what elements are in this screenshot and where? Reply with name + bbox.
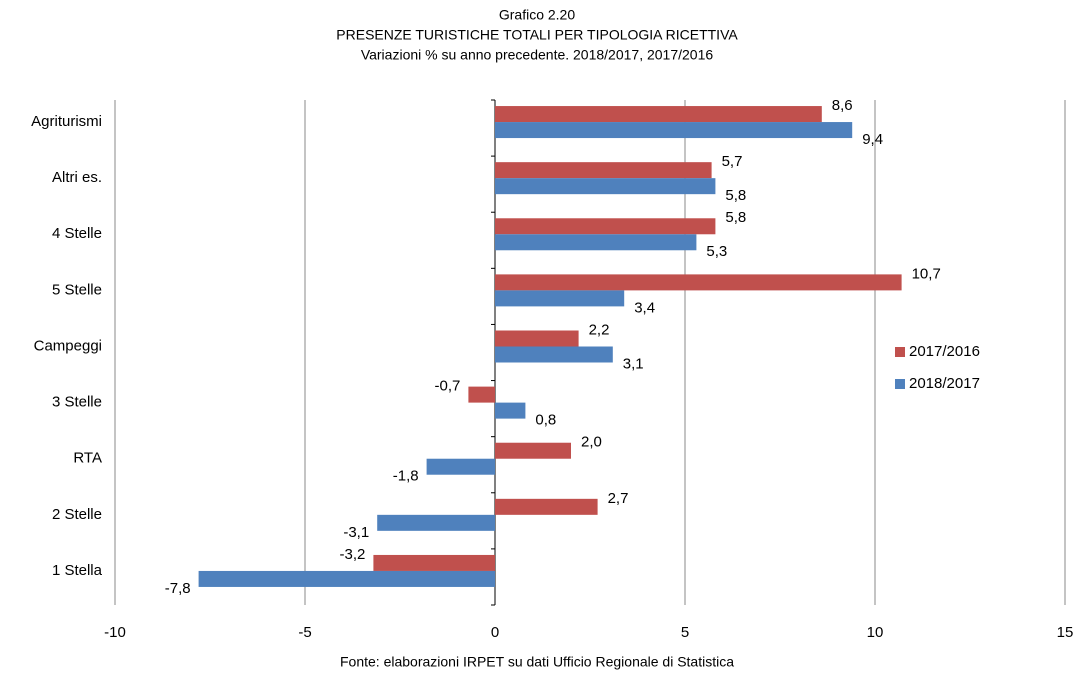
bar	[426, 458, 495, 475]
x-tick-label: -5	[298, 624, 311, 641]
data-label: 5,8	[725, 187, 746, 204]
source-note: Fonte: elaborazioni IRPET su dati Uffici…	[340, 654, 734, 670]
legend-swatch	[895, 347, 905, 357]
x-tick-label: 10	[867, 624, 884, 641]
bar	[495, 402, 526, 419]
y-tick-label: Agriturismi	[31, 113, 102, 130]
data-label: 8,6	[832, 97, 853, 114]
legend-label: 2017/2016	[909, 343, 980, 360]
chart-subtitle: Variazioni % su anno precedente. 2018/20…	[361, 47, 714, 63]
bar	[495, 218, 716, 235]
bar	[495, 274, 902, 291]
data-label: 2,7	[608, 490, 629, 507]
data-label: -7,8	[165, 580, 191, 597]
chart-number: Grafico 2.20	[499, 7, 575, 23]
data-label: -3,1	[343, 524, 369, 541]
y-tick-label: 4 Stelle	[52, 225, 102, 242]
bar	[377, 514, 495, 531]
bar	[495, 106, 822, 123]
data-label: 5,3	[706, 243, 727, 260]
bar	[495, 234, 697, 251]
x-tick-label: 5	[681, 624, 689, 641]
legend-swatch	[895, 379, 905, 389]
y-tick-label: RTA	[73, 450, 102, 467]
bar	[495, 330, 579, 347]
chart-title: PRESENZE TURISTICHE TOTALI PER TIPOLOGIA…	[336, 27, 738, 43]
data-label: 10,7	[912, 265, 941, 282]
data-label: 0,8	[535, 412, 556, 429]
y-tick-label: 5 Stelle	[52, 281, 102, 298]
y-tick-label: Campeggi	[34, 337, 102, 354]
bar	[495, 442, 571, 459]
data-label: 5,8	[725, 209, 746, 226]
x-tick-label: 15	[1057, 624, 1074, 641]
bar	[495, 346, 613, 363]
bar	[495, 178, 716, 195]
legend-label: 2018/2017	[909, 375, 980, 392]
bar	[495, 498, 598, 515]
bar	[495, 162, 712, 179]
data-label: 2,0	[581, 434, 602, 451]
bar	[495, 122, 853, 139]
data-label: 3,1	[623, 355, 644, 372]
data-label: -3,2	[340, 546, 366, 563]
data-label: 9,4	[862, 131, 883, 148]
bar	[373, 554, 495, 571]
bar	[468, 386, 495, 403]
y-tick-label: 3 Stelle	[52, 394, 102, 411]
data-label: 3,4	[634, 299, 655, 316]
x-tick-label: -10	[104, 624, 126, 641]
x-tick-label: 0	[491, 624, 499, 641]
bar	[495, 290, 625, 307]
data-label: 2,2	[589, 321, 610, 338]
data-label: -0,7	[435, 378, 461, 395]
y-tick-label: Altri es.	[52, 169, 102, 186]
y-tick-label: 2 Stelle	[52, 506, 102, 523]
data-label: -1,8	[393, 468, 419, 485]
bar	[198, 570, 495, 587]
data-label: 5,7	[722, 153, 743, 170]
y-tick-label: 1 Stella	[52, 562, 103, 579]
